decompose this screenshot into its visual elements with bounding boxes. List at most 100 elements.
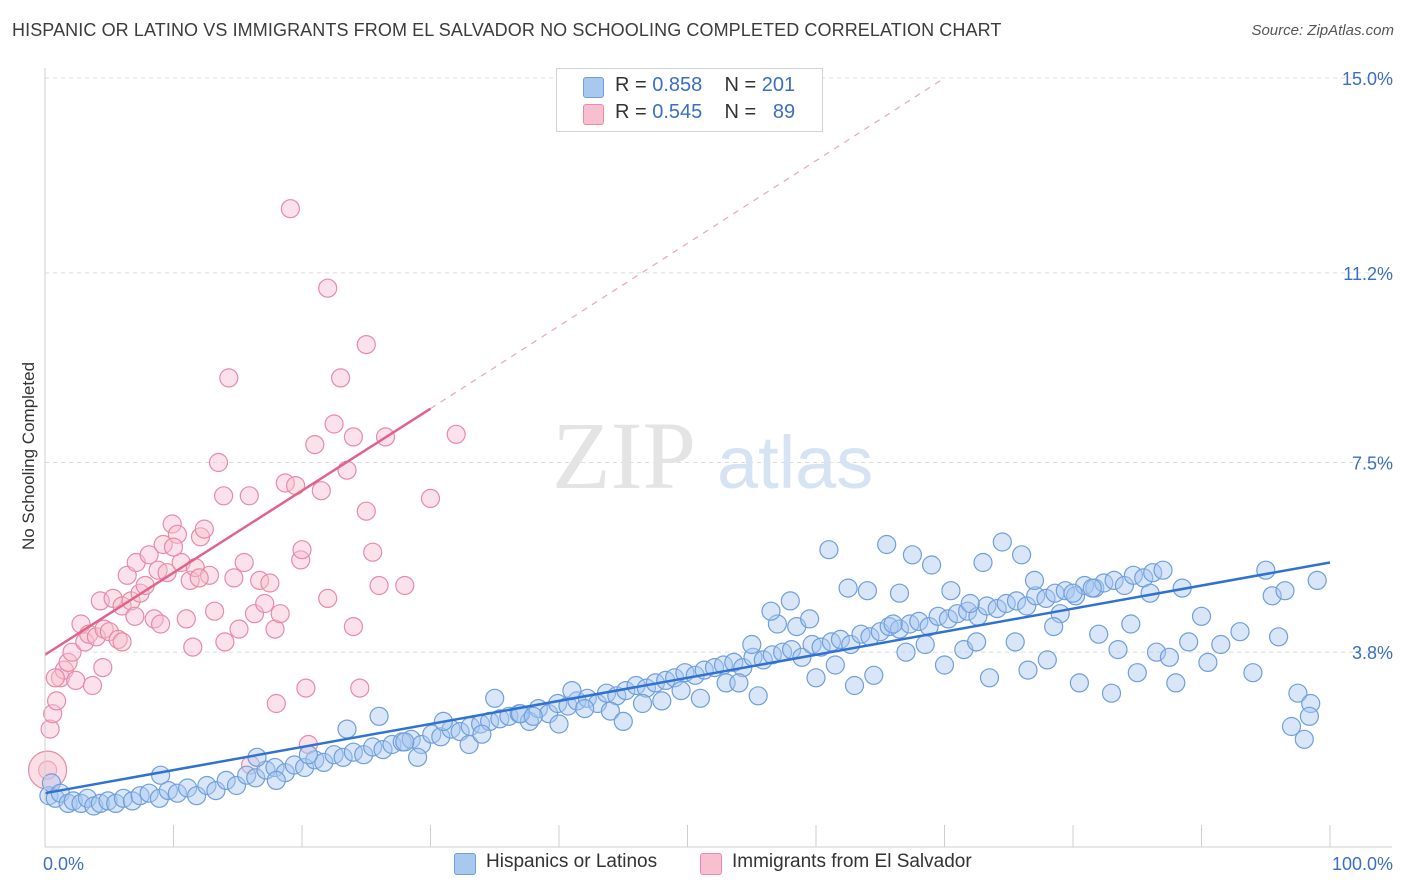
- data-point-hispanic: [864, 665, 884, 685]
- data-point-hispanic: [1179, 632, 1199, 652]
- data-point-el-salvador: [318, 588, 338, 609]
- data-point-el-salvador: [296, 678, 316, 698]
- trend-line-el-salvador: [44, 407, 432, 656]
- data-point-hispanic: [151, 765, 171, 785]
- data-point-hispanic: [1037, 650, 1057, 670]
- data-point-hispanic: [889, 583, 910, 603]
- source-label: Source: ZipAtlas.com: [1251, 22, 1394, 39]
- y-tick-label: 15.0%: [1342, 69, 1393, 89]
- data-point-hispanic: [819, 540, 839, 560]
- data-point-hispanic: [1198, 652, 1218, 673]
- y-tick-label: 11.2%: [1343, 264, 1393, 284]
- data-point-hispanic: [724, 652, 744, 673]
- data-point-hispanic: [295, 757, 315, 778]
- data-point-el-salvador: [265, 619, 285, 639]
- legend-swatch-pink: [583, 104, 604, 125]
- data-point-el-salvador: [420, 488, 441, 508]
- data-point-hispanic: [1159, 647, 1180, 667]
- data-point-el-salvador: [144, 609, 164, 629]
- data-point-el-salvador: [356, 501, 376, 521]
- data-point-hispanic: [337, 719, 357, 739]
- data-point-hispanic: [575, 698, 595, 719]
- data-point-hispanic: [298, 745, 318, 765]
- data-point-hispanic: [1011, 545, 1032, 565]
- data-point-el-salvador: [215, 632, 235, 652]
- data-point-hispanic: [1036, 588, 1056, 609]
- x-tick-label-max: 100.0%: [1332, 854, 1393, 874]
- y-tick-label: 3.8%: [1352, 643, 1393, 663]
- data-point-hispanic: [206, 780, 226, 801]
- data-point-hispanic: [1127, 663, 1147, 683]
- data-point-el-salvador: [46, 691, 67, 711]
- data-point-hispanic: [1082, 578, 1102, 598]
- data-point-el-salvador: [205, 601, 225, 621]
- data-point-el-salvador: [157, 563, 177, 583]
- data-point-el-salvador: [43, 704, 63, 724]
- data-point-hispanic: [1024, 570, 1045, 591]
- data-point-hispanic: [960, 593, 980, 614]
- data-point-hispanic: [941, 581, 961, 601]
- data-point-el-salvador: [291, 550, 311, 570]
- data-point-hispanic: [139, 783, 159, 803]
- data-point-el-salvador: [369, 575, 389, 596]
- data-point-hispanic: [671, 680, 691, 701]
- data-point-hispanic: [1101, 683, 1122, 703]
- data-point-hispanic: [934, 655, 955, 675]
- data-point-hispanic: [938, 609, 959, 629]
- data-point-hispanic: [1243, 663, 1263, 683]
- data-point-hispanic: [830, 629, 851, 650]
- data-point-hispanic: [197, 775, 217, 796]
- data-point-hispanic: [748, 686, 768, 706]
- data-point-hispanic: [921, 555, 942, 575]
- data-point-hispanic: [216, 770, 236, 791]
- data-point-hispanic: [1089, 624, 1109, 644]
- data-point-hispanic: [652, 691, 672, 711]
- trend-lines: [44, 77, 1331, 795]
- data-point-el-salvador: [194, 519, 214, 539]
- trend-line-hispanics: [44, 561, 1331, 795]
- data-point-hispanic: [729, 673, 749, 693]
- series-immigrants-el-salvador: [27, 199, 466, 790]
- data-point-hispanic: [780, 591, 800, 611]
- data-point-hispanic: [395, 732, 415, 752]
- data-point-hispanic: [266, 770, 286, 791]
- data-point-hispanic: [459, 734, 479, 755]
- data-point-hispanic: [1104, 570, 1124, 591]
- data-point-hispanic: [558, 696, 578, 716]
- data-point-hispanic: [742, 634, 762, 655]
- data-point-hispanic: [98, 791, 118, 811]
- data-point-hispanic: [761, 601, 781, 621]
- data-point-hispanic: [472, 724, 492, 744]
- data-point-el-salvador: [305, 435, 325, 455]
- data-point-el-salvador: [311, 481, 331, 501]
- data-point-el-salvador: [151, 614, 171, 634]
- data-point-hispanic: [1108, 639, 1128, 660]
- data-point-el-salvador: [356, 335, 376, 355]
- data-point-hispanic: [1005, 632, 1025, 652]
- data-point-hispanic: [1307, 570, 1327, 591]
- data-point-hispanic: [799, 609, 820, 629]
- data-point-el-salvador: [94, 619, 114, 639]
- legend-r-value: 0.545: [652, 101, 703, 123]
- legend-n-value: 89: [772, 101, 796, 123]
- data-point-el-salvador: [183, 637, 203, 657]
- data-point-hispanic: [896, 642, 916, 662]
- data-point-hispanic: [1006, 591, 1027, 611]
- data-point-hispanic: [806, 668, 826, 688]
- data-point-el-salvador: [270, 604, 290, 624]
- data-point-el-salvador: [219, 368, 239, 388]
- data-point-hispanic: [957, 601, 978, 621]
- legend-r-value: 0.858: [652, 74, 703, 96]
- series-hispanics-latinos: [39, 532, 1327, 816]
- data-point-hispanic: [1153, 560, 1173, 580]
- data-point-el-salvador: [176, 609, 196, 629]
- data-point-el-salvador: [292, 540, 312, 560]
- data-point-hispanic: [811, 637, 831, 657]
- data-point-hispanic: [1044, 616, 1064, 637]
- watermark-atlas: atlas: [717, 421, 873, 504]
- data-point-el-salvador: [234, 552, 254, 573]
- legend-swatch-blue: [583, 77, 604, 98]
- data-point-el-salvador: [62, 642, 82, 662]
- data-point-hispanic: [314, 752, 334, 773]
